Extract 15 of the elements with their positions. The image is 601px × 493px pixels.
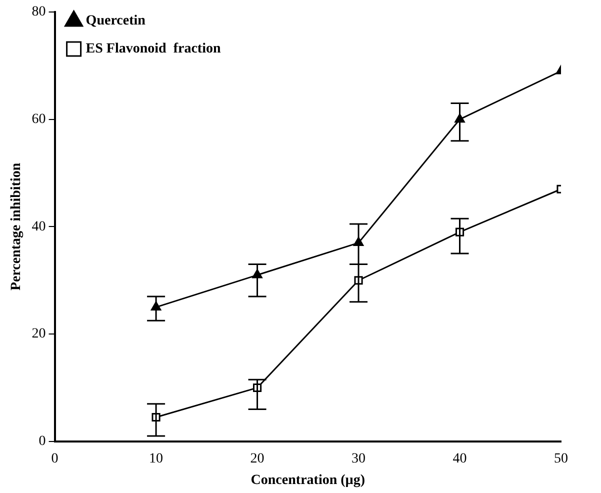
x-tick-label: 10 — [149, 451, 164, 466]
y-tick-label: 60 — [32, 112, 46, 128]
x-tick-label: 30 — [352, 451, 366, 466]
y-tick-label: 20 — [32, 326, 46, 342]
x-tick-label: 0 — [51, 451, 58, 466]
y-tick-label: 40 — [32, 219, 46, 234]
x-axis-title: Concentration (µg) — [250, 473, 366, 488]
x-tick-label: 50 — [554, 451, 568, 466]
x-tick-label: 40 — [452, 451, 467, 466]
y-tick-label: 80 — [32, 4, 46, 20]
y-axis-title: Percentage inhibition — [9, 162, 24, 291]
legend-label: Quercetin — [86, 14, 146, 29]
x-tick-label: 20 — [250, 451, 264, 466]
y-tick-label: 0 — [38, 434, 46, 450]
legend-label: ES Flavonoid fraction — [86, 42, 221, 57]
